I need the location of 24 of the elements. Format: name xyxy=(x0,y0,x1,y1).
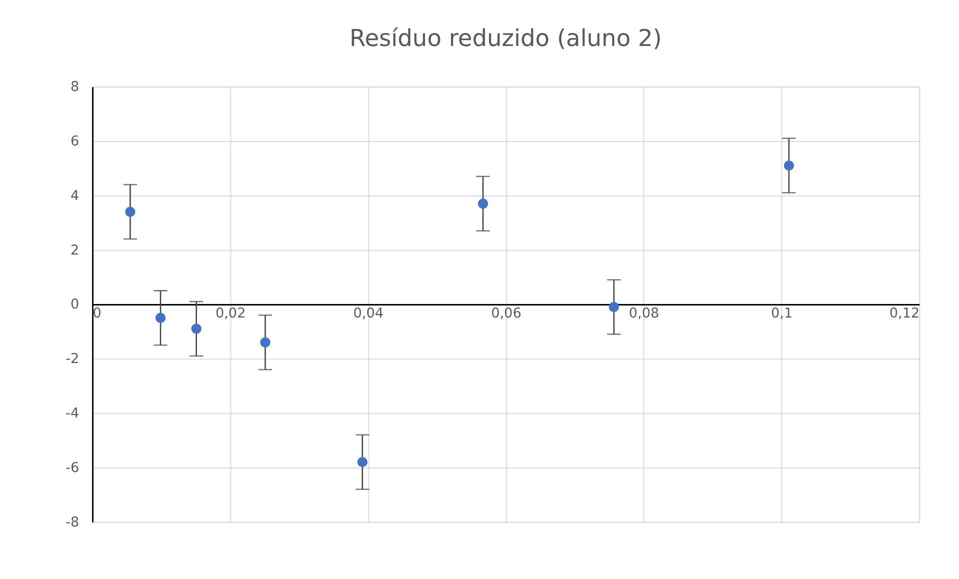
y-tick-label: -6 xyxy=(66,460,80,476)
y-tick-label: 8 xyxy=(70,79,80,96)
x-tick-label: 0 xyxy=(92,305,102,322)
x-tick-label: 0,04 xyxy=(353,305,384,322)
y-tick-label: -2 xyxy=(66,351,80,368)
y-tick-label: -4 xyxy=(66,405,80,422)
x-tick-label: 0,12 xyxy=(889,305,920,322)
y-tick-label: 2 xyxy=(70,242,80,258)
point xyxy=(260,337,270,348)
y-tick-label: 4 xyxy=(70,188,80,204)
chart-title: Resíduo reduzido (aluno 2) xyxy=(350,24,662,52)
x-tick-label: 0,02 xyxy=(215,305,246,322)
point xyxy=(357,457,368,468)
point xyxy=(191,324,202,334)
point xyxy=(608,302,620,312)
point xyxy=(125,206,136,217)
x-tick-label: 0,06 xyxy=(491,305,522,322)
point xyxy=(478,198,488,209)
point xyxy=(155,312,166,323)
y-tick-label: -8 xyxy=(66,514,80,530)
point xyxy=(784,160,794,171)
y-tick-label: 6 xyxy=(70,133,80,150)
x-tick-label: 0,08 xyxy=(628,305,660,322)
x-tick-label: 0,1 xyxy=(771,305,793,322)
